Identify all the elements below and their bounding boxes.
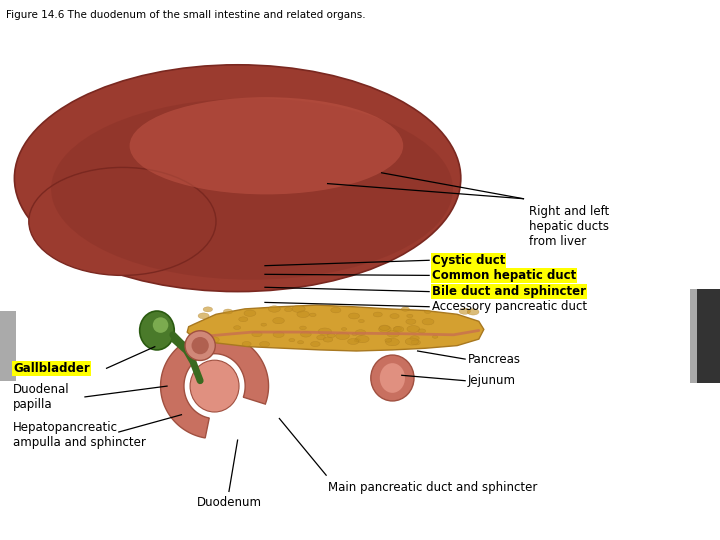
- Ellipse shape: [380, 363, 405, 393]
- Ellipse shape: [390, 314, 399, 319]
- Ellipse shape: [198, 313, 209, 319]
- Ellipse shape: [233, 326, 240, 329]
- Ellipse shape: [297, 341, 304, 344]
- Ellipse shape: [356, 330, 366, 335]
- Text: Pancreas: Pancreas: [468, 353, 521, 366]
- Ellipse shape: [418, 329, 426, 333]
- Ellipse shape: [259, 341, 269, 347]
- Ellipse shape: [356, 335, 369, 343]
- Ellipse shape: [341, 328, 346, 330]
- Ellipse shape: [153, 318, 168, 333]
- Ellipse shape: [406, 319, 416, 325]
- Ellipse shape: [242, 341, 251, 346]
- Ellipse shape: [354, 339, 360, 342]
- Ellipse shape: [387, 330, 400, 337]
- Text: Bile duct and sphincter: Bile duct and sphincter: [432, 285, 586, 298]
- Text: Figure 14.6 The duodenum of the small intestine and related organs.: Figure 14.6 The duodenum of the small in…: [6, 10, 365, 20]
- Ellipse shape: [410, 336, 419, 341]
- Ellipse shape: [348, 339, 359, 345]
- Ellipse shape: [425, 310, 431, 313]
- Ellipse shape: [190, 360, 239, 412]
- Ellipse shape: [300, 332, 311, 337]
- Ellipse shape: [373, 312, 382, 317]
- Ellipse shape: [405, 338, 418, 345]
- Ellipse shape: [300, 326, 306, 329]
- Polygon shape: [161, 334, 269, 438]
- Ellipse shape: [239, 317, 248, 322]
- Ellipse shape: [273, 318, 284, 324]
- Ellipse shape: [273, 332, 284, 338]
- Ellipse shape: [393, 326, 404, 332]
- Bar: [0, 310, 16, 381]
- Ellipse shape: [407, 326, 420, 333]
- Ellipse shape: [297, 311, 310, 318]
- Ellipse shape: [51, 98, 453, 280]
- Ellipse shape: [422, 319, 434, 325]
- Ellipse shape: [208, 337, 219, 343]
- Ellipse shape: [261, 323, 266, 326]
- Ellipse shape: [310, 341, 320, 347]
- Ellipse shape: [327, 333, 336, 338]
- Text: Right and left
hepatic ducts
from liver: Right and left hepatic ducts from liver: [529, 205, 609, 248]
- Ellipse shape: [467, 309, 479, 315]
- Ellipse shape: [379, 326, 391, 333]
- Ellipse shape: [192, 337, 209, 354]
- Ellipse shape: [371, 355, 414, 401]
- Ellipse shape: [14, 65, 461, 292]
- Text: Duodenal
papilla: Duodenal papilla: [13, 383, 70, 411]
- Text: Cystic duct: Cystic duct: [432, 254, 505, 267]
- Ellipse shape: [289, 339, 294, 342]
- Ellipse shape: [394, 327, 402, 330]
- Text: Gallbladder: Gallbladder: [13, 362, 90, 375]
- Ellipse shape: [385, 339, 392, 342]
- Ellipse shape: [140, 311, 174, 350]
- Text: Jejunum: Jejunum: [468, 374, 516, 387]
- Ellipse shape: [310, 313, 316, 316]
- Ellipse shape: [29, 167, 216, 275]
- Ellipse shape: [411, 340, 420, 345]
- Ellipse shape: [317, 335, 325, 340]
- Ellipse shape: [348, 313, 359, 319]
- Ellipse shape: [244, 310, 256, 316]
- Ellipse shape: [203, 307, 212, 312]
- Polygon shape: [187, 305, 484, 351]
- Ellipse shape: [223, 309, 233, 314]
- Ellipse shape: [407, 314, 413, 318]
- Ellipse shape: [318, 328, 331, 335]
- Ellipse shape: [352, 333, 357, 335]
- Ellipse shape: [401, 307, 410, 311]
- Text: Duodenum: Duodenum: [197, 496, 261, 509]
- Text: Accessory pancreatic duct: Accessory pancreatic duct: [432, 300, 587, 313]
- Ellipse shape: [385, 339, 400, 346]
- Ellipse shape: [379, 325, 390, 330]
- Ellipse shape: [330, 307, 341, 313]
- Bar: [697, 289, 720, 383]
- Ellipse shape: [359, 320, 364, 322]
- Bar: [690, 289, 708, 383]
- Ellipse shape: [252, 331, 262, 337]
- Ellipse shape: [459, 308, 470, 314]
- Text: Hepatopancreatic
ampulla and sphincter: Hepatopancreatic ampulla and sphincter: [13, 421, 146, 449]
- Ellipse shape: [323, 337, 333, 342]
- Ellipse shape: [284, 307, 292, 312]
- Ellipse shape: [292, 306, 305, 313]
- Ellipse shape: [432, 335, 438, 338]
- Ellipse shape: [185, 330, 215, 361]
- Text: Main pancreatic duct and sphincter: Main pancreatic duct and sphincter: [328, 481, 537, 494]
- Text: Common hepatic duct: Common hepatic duct: [432, 269, 576, 282]
- Ellipse shape: [130, 97, 403, 194]
- Ellipse shape: [202, 339, 214, 345]
- Ellipse shape: [336, 332, 349, 340]
- Ellipse shape: [269, 306, 280, 312]
